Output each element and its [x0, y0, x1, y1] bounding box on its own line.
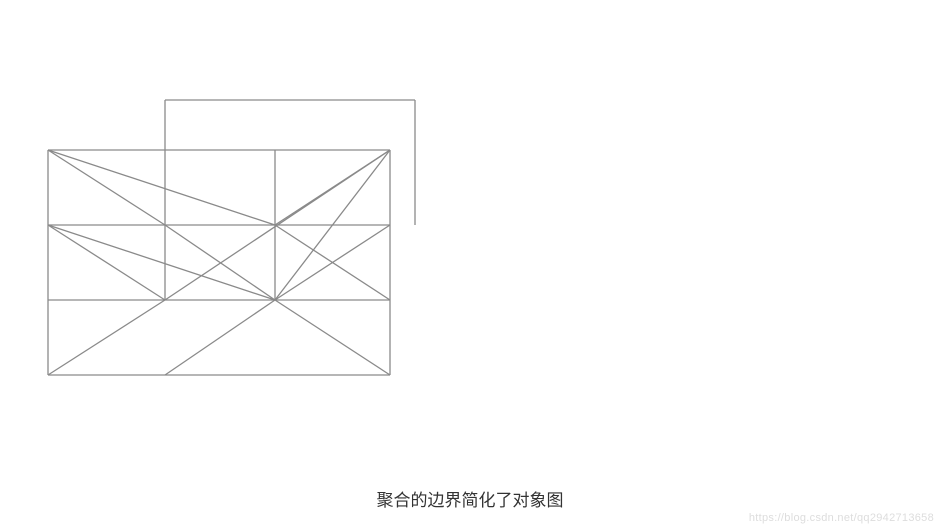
watermark: https://blog.csdn.net/qq2942713658 — [749, 512, 934, 524]
diagram-stage: 聚合的边界简化了对象图 https://blog.csdn.net/qq2942… — [0, 0, 940, 528]
caption: 聚合的边界简化了对象图 — [0, 486, 940, 511]
diagram-svg — [0, 0, 940, 528]
